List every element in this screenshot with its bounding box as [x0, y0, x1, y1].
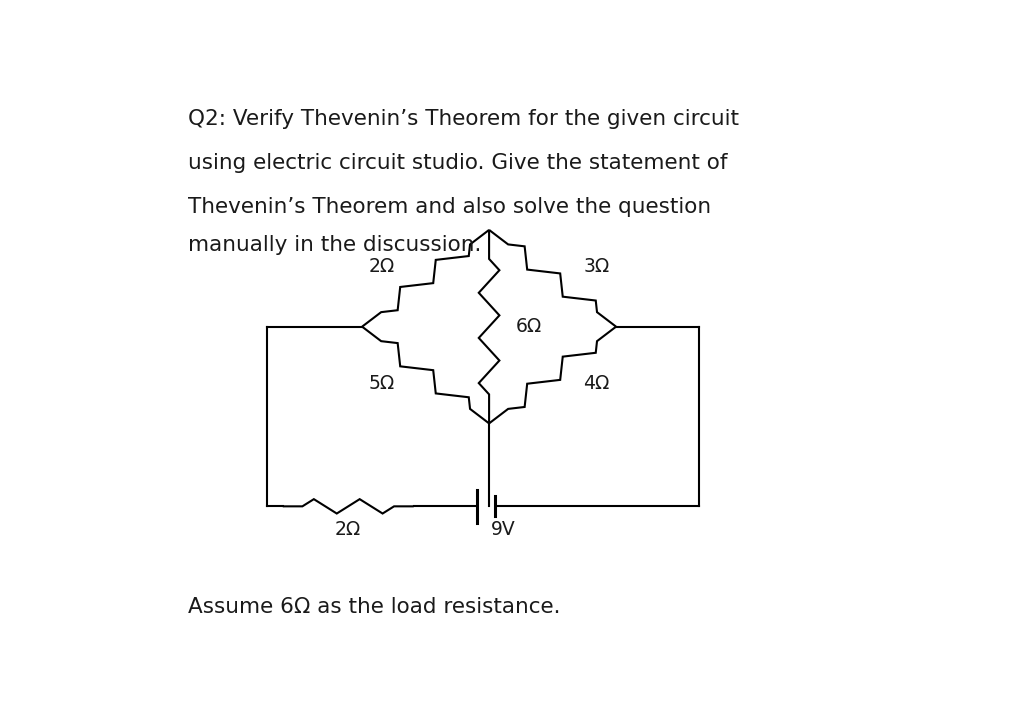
Text: 9V: 9V [490, 520, 516, 539]
Text: 4Ω: 4Ω [583, 374, 609, 393]
Text: 6Ω: 6Ω [516, 317, 542, 336]
Text: 5Ω: 5Ω [369, 374, 395, 393]
Text: 3Ω: 3Ω [583, 256, 609, 276]
Text: manually in the discussion.: manually in the discussion. [187, 236, 481, 256]
Text: Assume 6Ω as the load resistance.: Assume 6Ω as the load resistance. [187, 597, 560, 617]
Text: using electric circuit studio. Give the statement of: using electric circuit studio. Give the … [187, 152, 727, 172]
Text: Thevenin’s Theorem and also solve the question: Thevenin’s Theorem and also solve the qu… [187, 197, 711, 217]
Text: 2Ω: 2Ω [369, 256, 395, 276]
Text: 2Ω: 2Ω [335, 520, 361, 539]
Text: Q2: Verify Thevenin’s Theorem for the given circuit: Q2: Verify Thevenin’s Theorem for the gi… [187, 109, 738, 129]
